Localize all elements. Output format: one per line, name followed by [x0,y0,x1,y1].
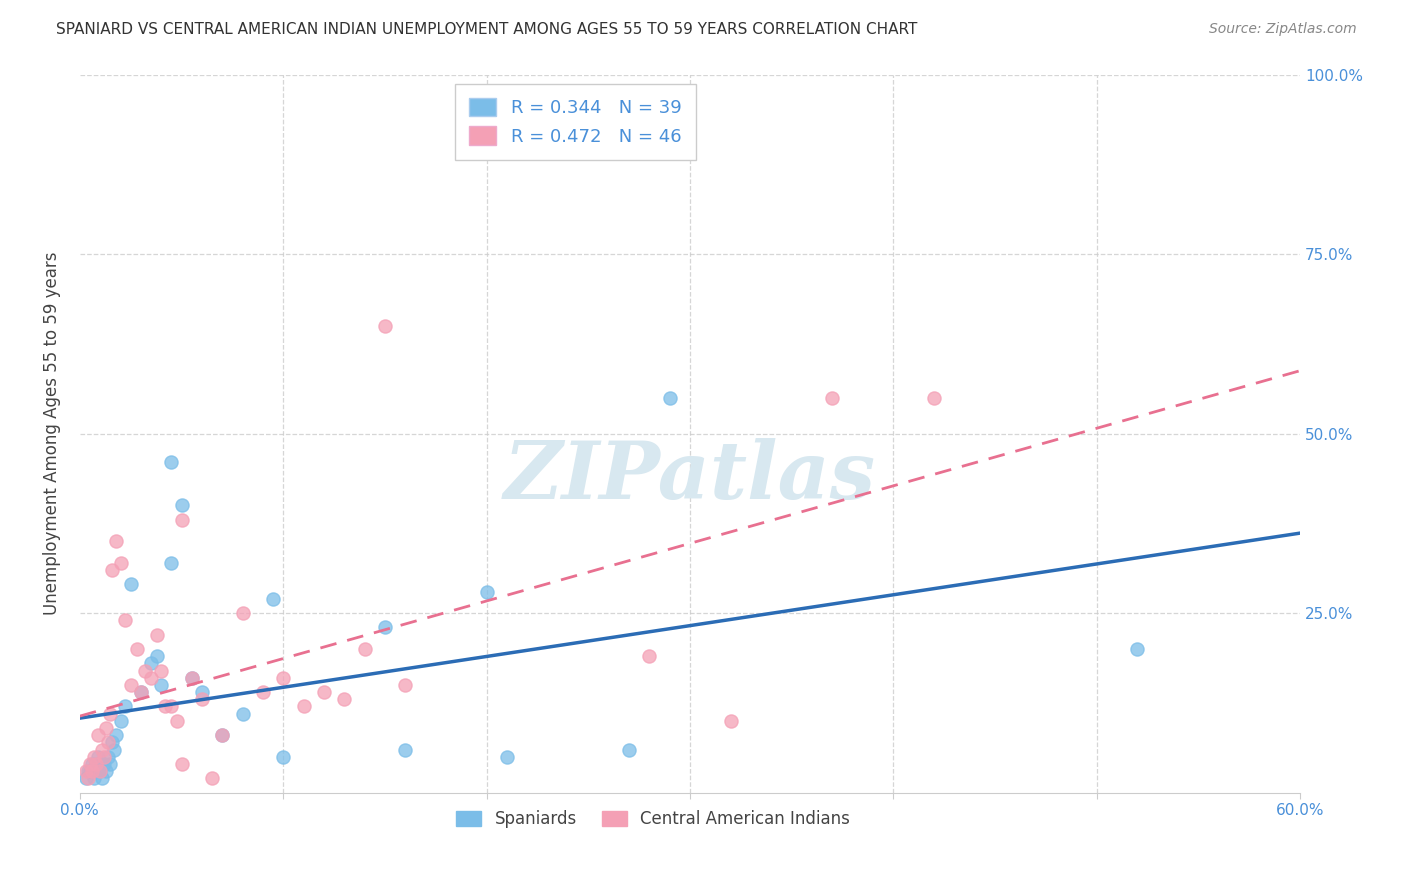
Point [475,584,498,599]
Point [120,577,142,591]
Point [101,735,124,749]
Point [75,772,97,786]
Point [333,692,356,706]
Point [83,772,105,786]
Point [96,764,118,778]
Point [75,764,97,778]
Point [211,728,233,742]
Point [292,699,315,714]
Point [232,606,254,620]
Point [191,692,214,706]
Point [100,756,122,771]
Point [139,657,162,671]
Point [100,706,122,721]
Point [79,764,101,778]
Point [150,664,173,678]
Point [129,685,152,699]
Point [160,556,183,570]
Point [720,714,742,728]
Point [89,764,111,778]
Point [79,756,101,771]
Point [114,613,136,627]
Point [91,772,114,786]
Point [84,756,107,771]
Point [170,756,193,771]
Point [87,728,110,742]
Point [353,642,375,657]
Point [180,671,202,685]
Point [821,391,844,405]
Point [496,749,519,764]
Point [170,513,193,527]
Point [91,742,114,756]
Point [101,563,124,577]
Point [150,678,173,692]
Point [129,685,152,699]
Point [87,749,110,764]
Point [160,455,183,469]
Point [180,671,202,685]
Point [201,772,224,786]
Point [922,391,945,405]
Point [252,685,274,699]
Point [84,756,107,771]
Point [139,671,162,685]
Point [146,628,169,642]
Point [96,721,118,735]
Point [658,391,681,405]
Legend: Spaniards, Central American Indians: Spaniards, Central American Indians [450,804,856,835]
Text: SPANIARD VS CENTRAL AMERICAN INDIAN UNEMPLOYMENT AMONG AGES 55 TO 59 YEARS CORRE: SPANIARD VS CENTRAL AMERICAN INDIAN UNEM… [56,22,918,37]
Point [77,764,100,778]
Point [103,742,125,756]
Point [89,764,111,778]
Point [271,671,294,685]
Point [211,728,233,742]
Point [97,735,120,749]
Point [83,749,105,764]
Point [638,649,661,664]
Point [394,742,416,756]
Point [93,756,115,771]
Point [80,756,103,771]
Point [232,706,254,721]
Point [80,764,103,778]
Point [191,685,214,699]
Text: Source: ZipAtlas.com: Source: ZipAtlas.com [1209,22,1357,37]
Point [374,318,396,333]
Point [105,728,128,742]
Point [134,664,156,678]
Text: ZIPatlas: ZIPatlas [503,438,876,516]
Point [617,742,640,756]
Point [97,749,120,764]
Point [146,649,169,664]
Point [394,678,416,692]
Point [120,678,142,692]
Point [262,591,284,606]
Point [77,772,100,786]
Point [170,499,193,513]
Point [114,699,136,714]
Point [105,534,128,549]
Y-axis label: Unemployment Among Ages 55 to 59 years: Unemployment Among Ages 55 to 59 years [44,252,60,615]
Point [110,556,132,570]
Point [1126,642,1149,657]
Point [271,749,294,764]
Point [312,685,335,699]
Point [110,714,132,728]
Point [160,699,183,714]
Point [93,749,115,764]
Point [155,699,177,714]
Point [125,642,148,657]
Point [374,620,396,634]
Point [166,714,188,728]
